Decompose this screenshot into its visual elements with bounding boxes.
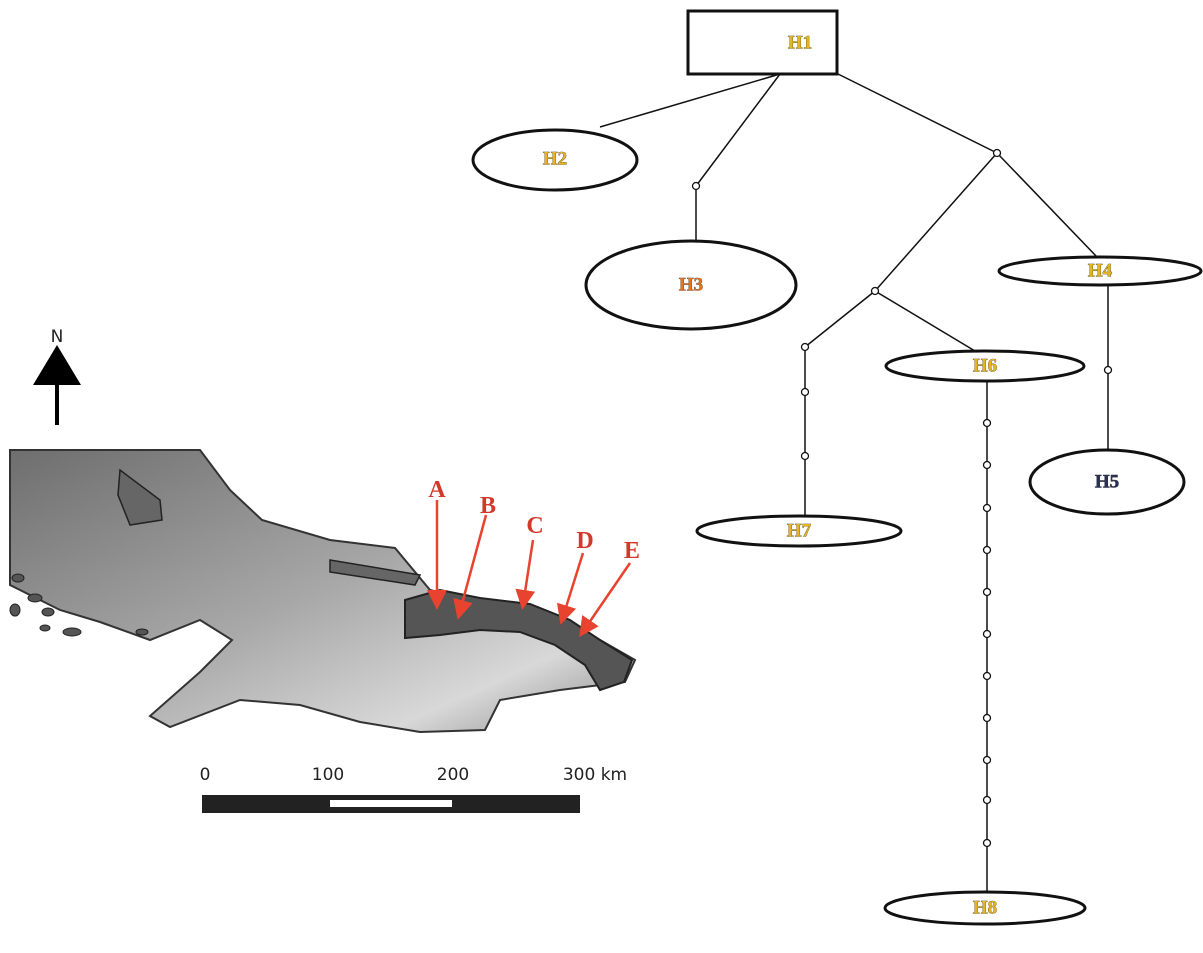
site-arrow: [523, 540, 533, 605]
median-vector: [802, 344, 809, 351]
median-vector: [984, 757, 991, 764]
site-label: B: [480, 493, 496, 519]
median-vector: [984, 505, 991, 512]
median-vector: [984, 420, 991, 427]
site-label: A: [428, 477, 446, 503]
median-vector: [984, 462, 991, 469]
median-vector: [984, 715, 991, 722]
node-label: H6: [973, 355, 997, 376]
node-label: H2: [543, 148, 567, 169]
node-label: H4: [1088, 260, 1113, 281]
map: N A B C D E 0 100 200 300 km: [10, 327, 640, 813]
scale-label: 100: [312, 765, 344, 785]
site-arrow: [562, 553, 583, 620]
node-label: H3: [679, 274, 703, 295]
node-label: H7: [787, 520, 812, 541]
scale-label: 200: [437, 765, 469, 785]
node-label: H1: [788, 32, 812, 53]
island: [10, 450, 635, 732]
median-vector: [994, 150, 1001, 157]
median-vector: [984, 589, 991, 596]
scale-bar-segment: [330, 800, 452, 807]
median-vector: [984, 547, 991, 554]
median-vector: [984, 673, 991, 680]
figure: N A B C D E 0 100 200 300 km H1 H2 H3 H4…: [0, 0, 1203, 953]
median-vector: [1105, 367, 1112, 374]
site-arrow: [582, 563, 630, 633]
scale-label: 0: [200, 765, 211, 785]
median-vector: [984, 840, 991, 847]
north-label: N: [51, 327, 64, 347]
median-vector: [984, 631, 991, 638]
site-label: C: [526, 513, 543, 539]
median-vector: [802, 389, 809, 396]
median-vector: [984, 797, 991, 804]
median-vector: [693, 183, 700, 190]
node-label: H5: [1095, 471, 1119, 492]
scale-label: 300 km: [563, 765, 627, 785]
median-vector: [872, 288, 879, 295]
site-label: E: [624, 538, 640, 564]
haplotype-node: [688, 11, 837, 74]
node-label: H8: [973, 897, 997, 918]
site-label: D: [576, 528, 593, 554]
median-vector: [802, 453, 809, 460]
haplotype-network: H1 H2 H3 H4 H5 H6 H7 H8: [473, 11, 1201, 924]
